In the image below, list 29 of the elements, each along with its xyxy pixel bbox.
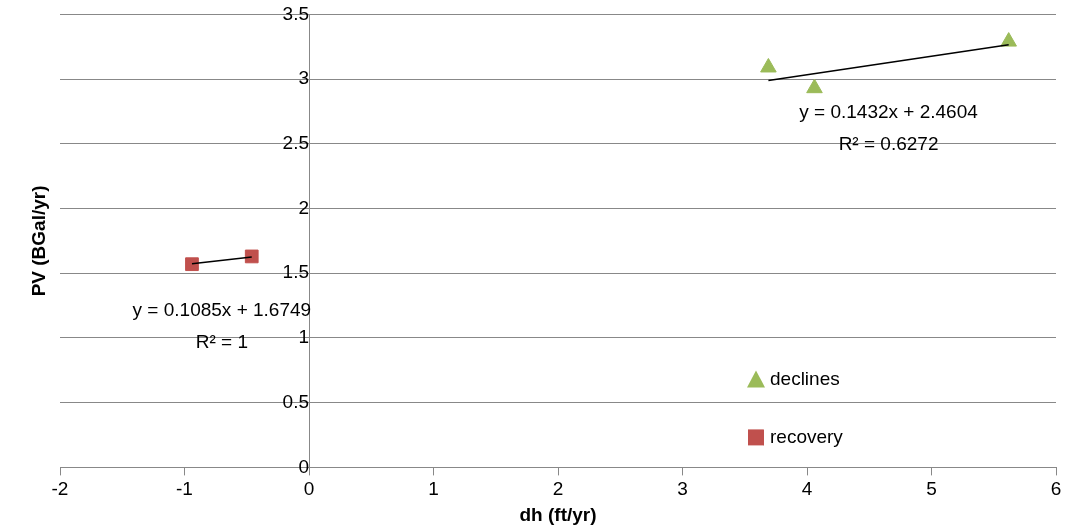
x-tick-label: 4 <box>801 478 813 500</box>
point <box>185 257 199 272</box>
y-tick-label: 1 <box>298 326 309 348</box>
y-tick-label: 0.5 <box>282 390 309 412</box>
x-tick-label: 3 <box>677 478 688 500</box>
legend-label: declines <box>770 367 840 389</box>
x-tick-label: 5 <box>926 478 937 500</box>
annotation: R² = 0.6272 <box>838 132 939 154</box>
y-tick-label: 3.5 <box>282 2 309 24</box>
y-tick-label: 0 <box>298 455 309 477</box>
x-tick-label: -1 <box>176 478 193 500</box>
x-tick-label: 1 <box>428 478 439 500</box>
y-tick-label: 2.5 <box>282 132 309 154</box>
y-tick-label: 3 <box>298 67 309 89</box>
y-axis-title: PV (BGal/yr) <box>28 185 50 297</box>
y-tick-label: 2 <box>298 196 309 218</box>
point <box>1000 32 1017 47</box>
annotation: y = 0.1085x + 1.6749 <box>132 298 312 320</box>
annotation: y = 0.1432x + 2.4604 <box>799 100 979 122</box>
annotation: R² = 1 <box>195 330 248 352</box>
x-tick-label: -2 <box>51 478 69 500</box>
point <box>244 249 259 264</box>
x-axis-title: dh (ft/yr) <box>519 503 597 525</box>
x-tick-label: 6 <box>1050 478 1062 500</box>
point <box>760 57 777 73</box>
y-tick-label: 1.5 <box>282 261 309 283</box>
x-tick-label: 2 <box>552 478 564 500</box>
point <box>806 78 823 94</box>
legend-label: recovery <box>770 425 844 447</box>
